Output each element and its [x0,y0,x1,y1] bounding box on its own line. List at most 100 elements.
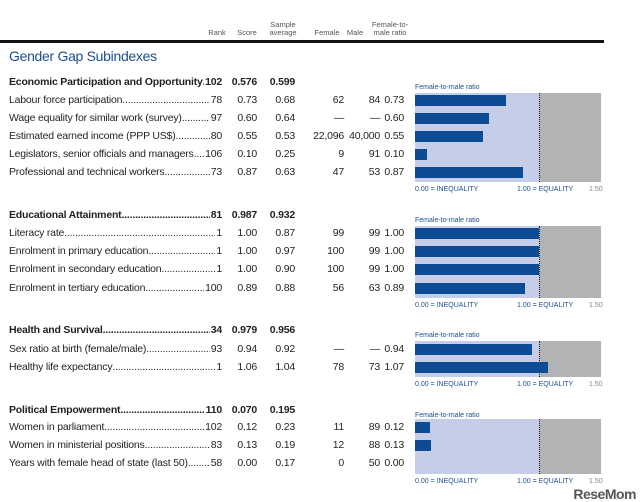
cell-female: — [333,343,345,355]
axis-equality: 1.00 = EQUALITY [517,381,574,388]
cell-rank: 34 [210,324,222,336]
cell-female: 78 [332,361,344,373]
dot-leader [64,227,215,239]
cell-male: 84 [368,94,380,106]
cell-rank: 110 [205,404,222,416]
cell-sample: 0.90 [275,263,295,275]
cell-female: 12 [332,439,344,451]
row-label: Enrolment in tertiary education 100 [9,282,222,294]
cell-male: 88 [368,439,380,451]
cell-score: 0.89 [237,282,257,294]
chart-caption: Female-to-male ratio [415,412,480,419]
label-text: Professional and technical workers [9,166,165,178]
axis-max: 1.50 [589,302,603,309]
cell-male: 73 [368,361,380,373]
ratio-bar [415,440,432,451]
dot-leader [122,94,209,106]
cell-female: 22,096 [313,130,344,142]
cell-female: 56 [332,282,344,294]
row-label: Professional and technical workers 73 [9,166,222,178]
cell-score: 0.987 [231,209,257,221]
axis-max: 1.50 [589,381,603,388]
indicator-row: Healthy life expectancy 1 1.06 1.04 78 73 1.07 [9,361,409,375]
cell-female: 47 [332,166,344,178]
label-text: Wage equality for similar work (survey) [9,112,182,124]
cell-ratio: 1.00 [384,245,404,257]
row-label: Labour force participation 78 [9,94,222,106]
cell-score: 0.73 [237,94,257,106]
ratio-bar [415,131,484,142]
cell-rank: 1 [216,361,222,373]
cell-sample: 0.195 [269,404,295,416]
ratio-bar [415,283,526,294]
label-text: Enrolment in secondary education [9,263,162,275]
cell-female: 99 [332,227,344,239]
chart-panel-beyond-equality [539,419,601,474]
label-text: Years with female head of state (last 50… [9,457,188,469]
axis-max: 1.50 [589,478,603,485]
indicator-row: Enrolment in tertiary education 100 0.89 0.… [9,282,409,296]
indicator-row: Labour force participation 78 0.73 0.68 62 84… [9,94,409,108]
dot-leader [112,361,215,373]
ratio-bar [415,95,506,106]
cell-female: 9 [338,148,344,160]
cell-sample: 0.23 [275,421,295,433]
dot-leader [120,404,204,416]
cell-score: 0.94 [237,343,257,355]
section-header: Educational Attainment 81 0.987 0.932 [9,209,409,223]
cell-ratio: 0.89 [384,282,404,294]
cell-sample: 0.932 [269,209,295,221]
equality-line [539,419,540,474]
axis-inequality: 0.00 = INEQUALITY [415,302,479,309]
col-rank: Rank [208,28,226,37]
cell-female: 100 [327,245,344,257]
indicator-row: Literacy rate 1 1.00 0.87 99 99 1.00 [9,227,409,241]
cell-score: 0.576 [231,76,257,88]
row-label: Healthy life expectancy 1 [9,361,222,373]
col-ratio: Female-to-male ratio [371,20,409,37]
section-header: Economic Participation and Opportunity10… [9,76,409,90]
cell-sample: 0.599 [269,76,295,88]
row-label: Wage equality for similar work (survey) 9… [9,112,222,124]
cell-score: 0.87 [237,166,257,178]
dot-leader [176,130,210,142]
chart-caption: Female-to-male ratio [415,84,480,91]
equality-line [539,226,540,298]
cell-male: 99 [368,245,380,257]
cell-sample: 0.53 [275,130,295,142]
cell-rank: 1 [216,227,222,239]
cell-sample: 0.63 [275,166,295,178]
cell-ratio: 1.07 [384,361,404,373]
cell-sample: 0.25 [275,148,295,160]
cell-rank: 73 [210,166,222,178]
row-label: Sex ratio at birth (female/male) 93 [9,343,222,355]
cell-male: 63 [368,282,380,294]
cell-rank: 93 [210,343,222,355]
cell-rank: 100 [205,282,222,294]
dot-leader [103,324,210,336]
cell-ratio: 0.55 [384,130,404,142]
cell-sample: 0.19 [275,439,295,451]
cell-sample: 0.68 [275,94,295,106]
row-label: Enrolment in secondary education 1 [9,263,222,275]
label-text: Women in parliament [9,421,105,433]
label-text: Women in ministerial positions [9,439,145,451]
cell-sample: 0.64 [275,112,295,124]
cell-rank: 102 [205,76,222,88]
indicator-row: Enrolment in primary education 1 1.00 0.97 1… [9,245,409,259]
cell-rank: 58 [210,457,222,469]
chart-caption: Female-to-male ratio [415,217,480,224]
label-text: Political Empowerment [9,404,121,416]
axis-equality: 1.00 = EQUALITY [517,478,574,485]
cell-rank: 78 [210,94,222,106]
dot-leader [146,343,210,355]
axis-inequality: 0.00 = INEQUALITY [415,381,479,388]
cell-male: 91 [368,148,380,160]
indicator-row: Wage equality for similar work (survey) 9… [9,112,409,126]
indicator-row: Legislators, senior officials and manage… [9,148,409,162]
cell-rank: 83 [210,439,222,451]
dot-leader [188,457,210,469]
indicator-row: Women in ministerial positions 83 0.13 0.19… [9,439,409,453]
cell-rank: 1 [216,245,222,257]
label-text: Health and Survival [9,324,103,336]
